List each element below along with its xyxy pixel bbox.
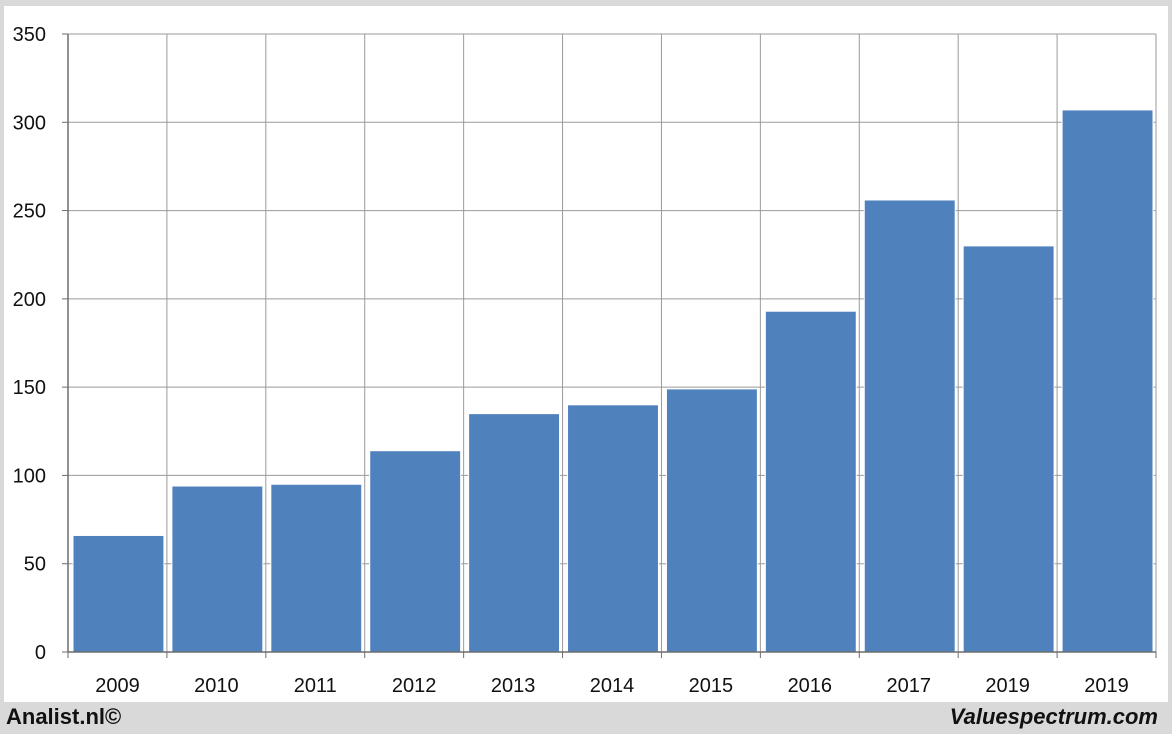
credit-analist: Analist.nl© xyxy=(6,704,122,729)
bar-2009-0 xyxy=(72,534,165,653)
bar-2017-8 xyxy=(863,199,956,653)
y-tick-label: 150 xyxy=(13,377,46,399)
bar-2011-2 xyxy=(270,483,363,653)
bar-2013-4 xyxy=(468,413,561,653)
y-tick-label: 350 xyxy=(13,24,46,46)
bar-2010-1 xyxy=(171,485,264,653)
x-tick-label: 2015 xyxy=(689,675,734,697)
y-tick-label: 100 xyxy=(13,465,46,487)
bar-2019-10 xyxy=(1061,109,1154,653)
x-tick-label: 2012 xyxy=(392,675,437,697)
y-tick-label: 300 xyxy=(13,112,46,134)
x-tick-label: 2019 xyxy=(985,675,1030,697)
x-tick-label: 2014 xyxy=(590,675,635,697)
credit-valuespectrum: Valuespectrum.com xyxy=(949,704,1158,729)
x-tick-label: 2009 xyxy=(95,675,140,697)
y-tick-label: 200 xyxy=(13,289,46,311)
y-tick-label: 0 xyxy=(35,642,46,664)
bar-2014-5 xyxy=(567,404,659,653)
y-tick-label: 250 xyxy=(13,201,46,223)
bar-2019-9 xyxy=(962,245,1055,653)
bar-2016-7 xyxy=(764,310,857,653)
x-tick-label: 2013 xyxy=(491,675,536,697)
x-tick-label: 2019 xyxy=(1084,675,1129,697)
x-tick-label: 2010 xyxy=(194,675,239,697)
x-tick-label: 2011 xyxy=(294,675,337,697)
x-tick-label: 2017 xyxy=(886,675,931,697)
x-tick-label: 2016 xyxy=(788,675,833,697)
y-tick-label: 50 xyxy=(24,554,46,576)
bar-2012-3 xyxy=(369,450,462,653)
bar-2015-6 xyxy=(665,388,758,653)
